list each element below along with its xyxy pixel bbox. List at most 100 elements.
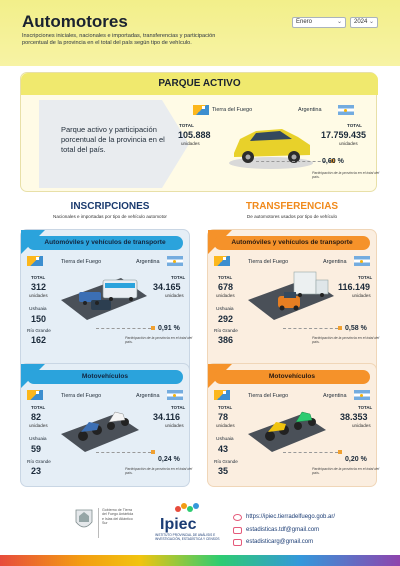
inscripciones-motos-panel: Motovehículos Tierra del Fuego Argentina… [20, 363, 192, 487]
parque-ar-total: 17.759.435 [321, 130, 367, 140]
ar-total-label: TOTAL [358, 275, 373, 280]
parque-activo-title: PARQUE ACTIVO [21, 73, 378, 95]
ar-label: Argentina [323, 393, 347, 399]
inscripciones-autos-panel: Automóviles y vehículos de transporte Ti… [20, 229, 192, 377]
ushuaia-label: Ushuaia [216, 437, 234, 442]
argentina-flag-icon [354, 390, 370, 400]
rio-grande-label: Río Grande [27, 459, 51, 464]
parque-pct-line [256, 161, 331, 162]
pct-note: Participación de la provincia en el tota… [312, 336, 380, 345]
color-stripe [0, 555, 400, 566]
header: Automotores Inscripciones iniciales, nac… [0, 0, 400, 66]
chevron-down-icon: ⌄ [368, 19, 374, 25]
tdf-label: Tierra del Fuego [248, 393, 289, 399]
pct-line [96, 452, 151, 453]
pct-dot [338, 450, 342, 454]
transferencias-subtitle: De automotores usados por tipo de vehícu… [246, 214, 338, 219]
parque-activo-card: PARQUE ACTIVO Parque activo y participac… [20, 72, 379, 192]
parque-ar-unit: unidades [339, 141, 358, 146]
pct-dot [151, 450, 155, 454]
tdf-unit: unidades [29, 293, 48, 298]
tdf-total: 312 [31, 282, 47, 292]
transferencias-autos-title: Automóviles y vehículos de transporte [214, 236, 370, 250]
car-illustration [229, 129, 313, 169]
ushuaia-value: 43 [218, 444, 229, 454]
tdf-label: Tierra del Fuego [61, 393, 102, 399]
pct-value: 0,20 % [345, 456, 367, 463]
pct-value: 0,91 % [158, 325, 180, 332]
parque-tdf-total-label: TOTAL [179, 123, 194, 128]
argentina-flag-icon [338, 105, 354, 115]
email-link-1[interactable]: estadisticas.tdf@gmail.com [246, 527, 320, 533]
motorcycles-illustration [248, 411, 326, 452]
globe-icon [233, 514, 242, 521]
ar-total: 34.165 [153, 282, 181, 292]
tdf-unit: unidades [29, 423, 48, 428]
ipiec-logo-icon [175, 503, 199, 512]
ar-label: Argentina [323, 259, 347, 265]
tdf-label: Tierra del Fuego [61, 259, 102, 265]
pct-value: 0,58 % [345, 325, 367, 332]
rio-grande-value: 23 [31, 466, 42, 476]
ar-label: Argentina [136, 259, 160, 265]
pct-dot [151, 326, 155, 330]
ar-total-label: TOTAL [171, 405, 186, 410]
argentina-flag-icon [354, 256, 370, 266]
ar-total-label: TOTAL [358, 405, 373, 410]
argentina-flag-icon [167, 390, 183, 400]
ar-unit: unidades [165, 293, 184, 298]
rio-grande-value: 35 [218, 466, 229, 476]
pct-line [283, 328, 338, 329]
ar-unit: unidades [352, 423, 371, 428]
mail-icon [233, 527, 242, 534]
parque-description: Parque activo y participación porcentual… [61, 125, 165, 155]
tdf-unit: unidades [216, 293, 235, 298]
government-seal-icon [75, 509, 93, 528]
parque-tdf-unit: unidades [181, 141, 200, 146]
pct-note: Participación de la provincia en el tota… [125, 467, 193, 476]
inscripciones-title: INSCRIPCIONES [70, 201, 150, 212]
transferencias-motos-title: Motovehículos [214, 370, 370, 384]
ar-label: Argentina [136, 393, 160, 399]
pct-value: 0,24 % [158, 456, 180, 463]
parque-arrow-shape [39, 100, 189, 188]
tdf-total-label: TOTAL [218, 275, 233, 280]
vehicles-illustration [61, 278, 147, 320]
transferencias-title: TRANSFERENCIAS [245, 201, 339, 212]
mail-icon [233, 539, 242, 546]
parque-ar-label: Argentina [298, 107, 322, 113]
pct-line [283, 452, 338, 453]
email-link-2[interactable]: estadisticarg@gmail.com [246, 539, 314, 545]
ipiec-subtitle: INSTITUTO PROVINCIAL DE ANÁLISIS E INVES… [155, 533, 220, 541]
tdf-flag-icon [214, 390, 230, 400]
parque-ar-total-label: TOTAL [347, 123, 362, 128]
tdf-flag-icon [27, 390, 43, 400]
tdf-total: 678 [218, 282, 234, 292]
transferencias-autos-panel: Automóviles y vehículos de transporte Ti… [207, 229, 379, 377]
tdf-label: Tierra del Fuego [248, 259, 289, 265]
year-select[interactable]: 2024 ⌄ [350, 17, 378, 28]
tdf-total-label: TOTAL [31, 405, 46, 410]
parque-pct: 0,60 % [322, 158, 344, 165]
rio-grande-label: Río Grande [214, 459, 238, 464]
inscripciones-autos-title: Automóviles y vehículos de transporte [27, 236, 183, 250]
ar-total: 116.149 [338, 282, 371, 292]
footer: Gobierno de Tierra del Fuego Antártida e… [0, 494, 400, 554]
ushuaia-value: 292 [218, 314, 234, 324]
pct-note: Participación de la provincia en el tota… [125, 336, 193, 345]
pct-dot [338, 326, 342, 330]
month-select[interactable]: Enero ⌄ [292, 17, 346, 28]
parque-tdf-total: 105.888 [178, 130, 211, 140]
web-link[interactable]: https://ipiec.tierradelfuego.gob.ar/ [246, 514, 336, 520]
tdf-flag-icon [193, 105, 209, 115]
pct-note: Participación de la provincia en el tota… [312, 467, 380, 476]
government-text: Gobierno de Tierra del Fuego Antártida e… [98, 508, 134, 538]
chevron-down-icon: ⌄ [336, 19, 342, 25]
rio-grande-label: Río Grande [27, 328, 51, 333]
ar-unit: unidades [165, 423, 184, 428]
ar-total-label: TOTAL [171, 275, 186, 280]
vehicles-illustration [248, 271, 334, 320]
rio-grande-value: 386 [218, 335, 234, 345]
parque-pct-dot [331, 159, 335, 163]
rio-grande-value: 162 [31, 335, 47, 345]
